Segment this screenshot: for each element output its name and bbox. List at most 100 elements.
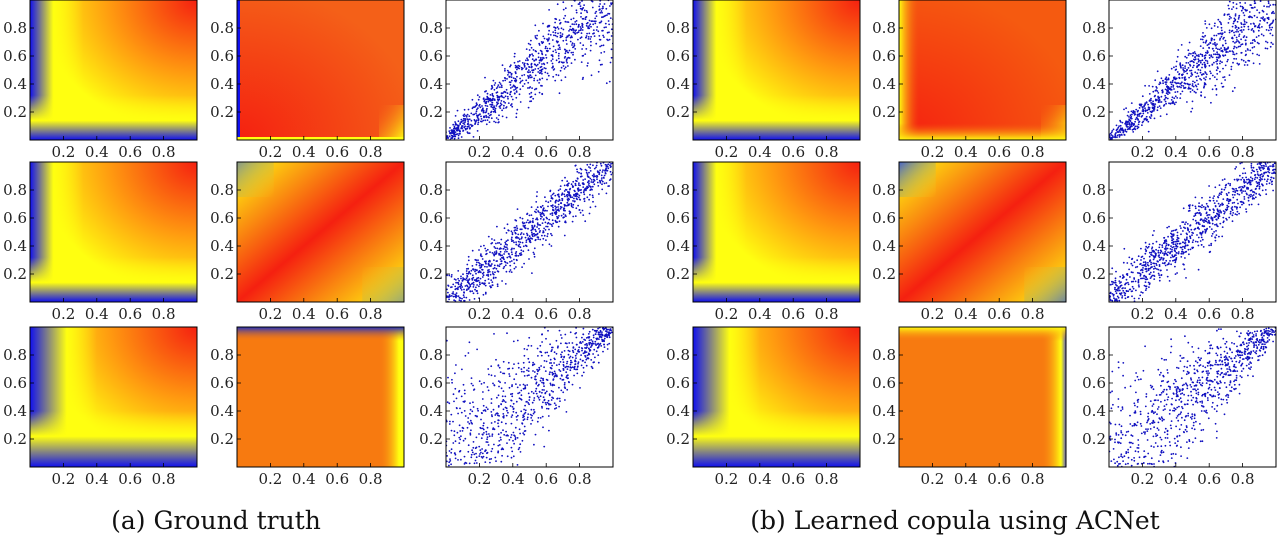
scatter-point xyxy=(504,95,507,98)
scatter-point xyxy=(484,90,486,93)
scatter-point xyxy=(1256,16,1258,19)
scatter-point xyxy=(507,411,509,414)
scatter-point xyxy=(1210,27,1213,30)
scatter-point xyxy=(551,346,553,349)
scatter-point xyxy=(1154,79,1157,82)
scatter-point xyxy=(1235,46,1238,49)
scatter-point xyxy=(577,365,579,368)
scatter-point xyxy=(1159,81,1161,84)
scatter-point xyxy=(460,283,462,286)
scatter-point xyxy=(477,261,480,264)
scatter-point xyxy=(450,286,452,289)
scatter-point xyxy=(1171,81,1174,84)
scatter-point xyxy=(1215,69,1218,72)
scatter-point xyxy=(491,252,494,254)
scatter-point xyxy=(603,339,605,341)
scatter-point xyxy=(1184,79,1186,81)
scatter-point xyxy=(1156,106,1159,109)
scatter-point xyxy=(556,346,559,349)
scatter-point xyxy=(1232,61,1234,64)
scatter-point xyxy=(550,223,553,226)
scatter-point xyxy=(529,76,532,79)
scatter-point xyxy=(450,463,452,466)
scatter-point xyxy=(1194,71,1197,74)
scatter-point xyxy=(591,344,593,346)
scatter-point xyxy=(1167,89,1169,92)
scatter-point xyxy=(554,219,557,222)
scatter-point xyxy=(517,67,520,69)
scatter-point xyxy=(1156,87,1158,89)
scatter-point xyxy=(1226,47,1229,50)
scatter-point xyxy=(512,77,515,79)
scatter-point xyxy=(1170,67,1173,70)
scatter-point xyxy=(591,328,594,331)
scatter-point xyxy=(568,212,571,215)
scatter-point xyxy=(566,374,568,377)
scatter-point xyxy=(560,334,562,336)
scatter-point xyxy=(452,393,455,396)
scatter-point xyxy=(472,401,474,404)
scatter-point xyxy=(607,20,610,22)
scatter-point xyxy=(527,77,530,79)
scatter-point xyxy=(498,81,501,84)
scatter-point xyxy=(549,358,552,361)
scatter-point xyxy=(513,267,516,270)
scatter-point xyxy=(551,225,554,228)
y-tick-label: 0.6 xyxy=(419,209,443,227)
scatter-point xyxy=(1267,29,1270,32)
scatter-point xyxy=(1229,50,1231,53)
scatter-point xyxy=(502,107,505,110)
scatter-point xyxy=(519,451,522,453)
scatter-point xyxy=(1251,191,1254,193)
scatter-point xyxy=(1233,45,1236,48)
scatter-point xyxy=(565,49,568,52)
scatter-point xyxy=(528,55,531,58)
scatter-point xyxy=(588,339,591,342)
scatter-point xyxy=(1255,192,1258,195)
scatter-point xyxy=(482,274,485,277)
scatter-point xyxy=(1261,183,1263,186)
scatter-point xyxy=(582,371,585,374)
scatter-point xyxy=(1182,252,1184,255)
scatter-point xyxy=(1199,61,1202,64)
scatter-point xyxy=(504,241,507,244)
x-tick-label: 0.4 xyxy=(501,143,525,161)
scatter-point xyxy=(606,165,609,168)
scatter-point xyxy=(493,246,496,248)
scatter-point xyxy=(479,449,482,451)
scatter-point xyxy=(500,86,503,89)
scatter-point xyxy=(1173,88,1175,90)
scatter-point xyxy=(1239,206,1241,209)
scatter-point xyxy=(1242,7,1244,10)
scatter-point xyxy=(492,79,495,82)
scatter-point xyxy=(494,456,497,459)
scatter-point xyxy=(1257,174,1260,177)
scatter-point xyxy=(499,86,501,89)
scatter-point xyxy=(475,272,477,275)
axes-frame xyxy=(898,161,1067,303)
scatter-point xyxy=(1191,234,1193,237)
scatter-point xyxy=(597,70,600,73)
y-tick-label: 0.2 xyxy=(872,265,896,283)
scatter-point xyxy=(1176,238,1178,241)
scatter-point xyxy=(606,169,609,172)
scatter-point xyxy=(1131,264,1134,267)
scatter-point xyxy=(581,48,583,50)
scatter-point xyxy=(1268,24,1271,27)
scatter-point xyxy=(490,88,493,90)
scatter-point xyxy=(561,198,564,200)
scatter-point xyxy=(1171,246,1174,249)
scatter-point xyxy=(535,392,538,395)
scatter-point xyxy=(1219,203,1222,206)
scatter-point xyxy=(1122,261,1125,264)
scatter-point xyxy=(1220,35,1223,38)
scatter-point xyxy=(452,295,455,298)
scatter-point xyxy=(1151,274,1154,277)
scatter-point xyxy=(467,255,470,258)
scatter-point xyxy=(1253,191,1256,194)
scatter-point xyxy=(493,239,496,242)
x-tick-label: 0.6 xyxy=(325,143,349,161)
scatter-point xyxy=(1231,209,1234,212)
scatter-point xyxy=(446,274,448,277)
scatter-point xyxy=(1220,191,1223,194)
